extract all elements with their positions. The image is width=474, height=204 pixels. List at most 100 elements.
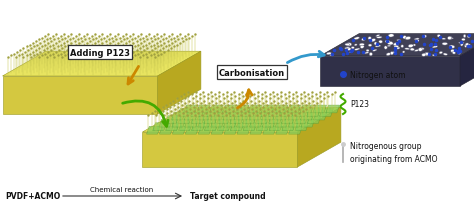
Ellipse shape bbox=[413, 45, 416, 47]
Polygon shape bbox=[236, 113, 249, 120]
Polygon shape bbox=[224, 127, 237, 134]
Ellipse shape bbox=[385, 41, 390, 44]
Polygon shape bbox=[143, 132, 298, 167]
Polygon shape bbox=[275, 113, 288, 120]
Ellipse shape bbox=[403, 37, 406, 40]
Polygon shape bbox=[218, 123, 231, 131]
Polygon shape bbox=[184, 105, 197, 113]
Polygon shape bbox=[320, 34, 474, 57]
Ellipse shape bbox=[347, 49, 351, 51]
Ellipse shape bbox=[439, 52, 443, 55]
Polygon shape bbox=[298, 108, 341, 167]
Ellipse shape bbox=[466, 45, 471, 48]
Ellipse shape bbox=[371, 39, 375, 43]
Polygon shape bbox=[210, 105, 223, 113]
Polygon shape bbox=[242, 109, 256, 117]
Ellipse shape bbox=[379, 41, 383, 44]
Ellipse shape bbox=[346, 43, 352, 47]
Polygon shape bbox=[250, 127, 264, 134]
Polygon shape bbox=[198, 127, 212, 134]
Polygon shape bbox=[288, 120, 302, 128]
Polygon shape bbox=[178, 116, 191, 124]
Ellipse shape bbox=[447, 37, 451, 41]
Ellipse shape bbox=[349, 52, 352, 54]
Text: P123: P123 bbox=[350, 100, 369, 109]
Ellipse shape bbox=[327, 53, 331, 55]
Polygon shape bbox=[216, 109, 230, 117]
Polygon shape bbox=[313, 105, 327, 113]
Polygon shape bbox=[295, 123, 309, 131]
Polygon shape bbox=[294, 116, 308, 124]
Polygon shape bbox=[230, 116, 243, 124]
Ellipse shape bbox=[366, 50, 369, 52]
Ellipse shape bbox=[402, 52, 405, 54]
Ellipse shape bbox=[388, 35, 394, 38]
Polygon shape bbox=[255, 116, 269, 124]
Ellipse shape bbox=[330, 55, 333, 57]
Ellipse shape bbox=[393, 43, 399, 47]
Polygon shape bbox=[289, 127, 302, 134]
Ellipse shape bbox=[373, 50, 377, 52]
Polygon shape bbox=[211, 127, 225, 134]
Ellipse shape bbox=[449, 46, 455, 49]
Ellipse shape bbox=[375, 46, 381, 48]
Ellipse shape bbox=[386, 53, 391, 56]
Polygon shape bbox=[224, 120, 237, 128]
Polygon shape bbox=[172, 113, 185, 120]
Polygon shape bbox=[294, 109, 308, 117]
Ellipse shape bbox=[405, 49, 410, 50]
Text: Target compound: Target compound bbox=[190, 192, 265, 201]
Polygon shape bbox=[268, 116, 282, 124]
Ellipse shape bbox=[424, 53, 429, 57]
Polygon shape bbox=[319, 109, 333, 117]
Ellipse shape bbox=[419, 48, 424, 51]
Polygon shape bbox=[198, 120, 211, 128]
Ellipse shape bbox=[458, 43, 464, 44]
Polygon shape bbox=[197, 113, 211, 120]
Ellipse shape bbox=[452, 52, 456, 55]
Ellipse shape bbox=[394, 46, 399, 49]
Ellipse shape bbox=[451, 50, 455, 53]
Polygon shape bbox=[237, 120, 250, 128]
Polygon shape bbox=[255, 109, 269, 117]
Polygon shape bbox=[256, 123, 270, 131]
Ellipse shape bbox=[460, 44, 463, 47]
Polygon shape bbox=[249, 113, 263, 120]
Polygon shape bbox=[179, 123, 192, 131]
Ellipse shape bbox=[408, 45, 413, 48]
Polygon shape bbox=[287, 105, 301, 113]
Polygon shape bbox=[269, 123, 283, 131]
Polygon shape bbox=[173, 127, 186, 134]
Polygon shape bbox=[307, 109, 320, 117]
Polygon shape bbox=[217, 116, 230, 124]
Ellipse shape bbox=[410, 49, 414, 51]
Ellipse shape bbox=[369, 53, 373, 57]
Ellipse shape bbox=[415, 40, 419, 43]
Polygon shape bbox=[153, 123, 166, 131]
Ellipse shape bbox=[465, 44, 469, 46]
Polygon shape bbox=[243, 123, 257, 131]
Polygon shape bbox=[288, 113, 301, 120]
Ellipse shape bbox=[442, 43, 447, 46]
Polygon shape bbox=[172, 120, 185, 128]
Ellipse shape bbox=[359, 44, 365, 47]
Polygon shape bbox=[248, 105, 262, 113]
Polygon shape bbox=[204, 116, 218, 124]
Polygon shape bbox=[275, 120, 289, 128]
Ellipse shape bbox=[432, 47, 438, 49]
Text: Nitrogenous group
originating from ACMO: Nitrogenous group originating from ACMO bbox=[350, 142, 438, 163]
Ellipse shape bbox=[368, 45, 372, 47]
Ellipse shape bbox=[458, 52, 461, 55]
Ellipse shape bbox=[462, 39, 465, 42]
Polygon shape bbox=[249, 120, 263, 128]
Polygon shape bbox=[157, 52, 201, 114]
Polygon shape bbox=[185, 127, 199, 134]
Ellipse shape bbox=[418, 49, 422, 52]
Polygon shape bbox=[166, 123, 179, 131]
Ellipse shape bbox=[376, 35, 380, 37]
Ellipse shape bbox=[354, 45, 357, 47]
Ellipse shape bbox=[392, 52, 396, 54]
Ellipse shape bbox=[423, 36, 427, 39]
Polygon shape bbox=[165, 116, 179, 124]
Text: Adding P123: Adding P123 bbox=[70, 48, 130, 57]
